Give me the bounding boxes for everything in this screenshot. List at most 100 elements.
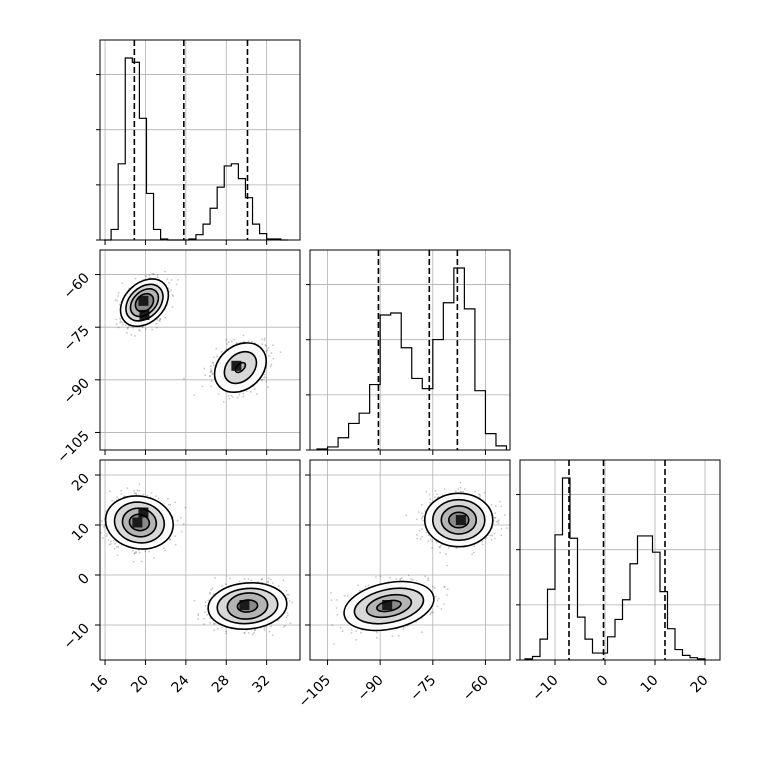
sample-point (439, 551, 441, 554)
density-peak (455, 515, 466, 525)
sample-point (151, 272, 154, 275)
sample-point (263, 376, 266, 379)
sample-point (235, 342, 238, 345)
sample-point (156, 326, 159, 329)
sample-point (118, 303, 121, 306)
sample-point (270, 363, 273, 366)
sample-point (506, 527, 509, 529)
sample-point (282, 579, 285, 582)
sample-point (105, 535, 108, 537)
sample-point (247, 632, 250, 634)
sample-point (419, 538, 422, 541)
sample-point (272, 344, 274, 347)
sample-point (463, 488, 466, 490)
sample-point (245, 390, 248, 392)
sample-point (146, 494, 149, 497)
sample-point (405, 514, 408, 517)
sample-point (159, 318, 162, 321)
sample-point (268, 355, 270, 357)
sample-point (485, 537, 488, 539)
sample-point (247, 340, 250, 343)
histogram-step-0 (104, 57, 288, 241)
sample-point (227, 341, 230, 344)
scatter-panel-1 (99, 459, 301, 661)
histogram-panel-2 (519, 459, 721, 661)
sample-point (115, 546, 118, 548)
contour-0-0-3 (119, 278, 170, 328)
sample-point (331, 624, 334, 626)
sample-point (471, 553, 473, 556)
sample-point (286, 593, 288, 596)
sample-point (209, 374, 212, 377)
sample-point (111, 499, 114, 502)
sample-point (101, 520, 103, 522)
sample-point (228, 397, 231, 400)
sample-point (225, 338, 228, 341)
sample-point (436, 493, 438, 496)
sample-point (445, 553, 447, 556)
sample-point (291, 601, 294, 604)
sample-point (285, 590, 288, 592)
sample-point (151, 329, 154, 331)
sample-point (440, 544, 442, 547)
sample-point (500, 534, 503, 537)
sample-point (254, 388, 256, 390)
sample-point (115, 318, 118, 321)
sample-point (227, 395, 230, 397)
sample-point (459, 481, 462, 484)
sample-point (117, 326, 120, 329)
sample-point (133, 492, 136, 495)
sample-point (286, 612, 289, 614)
sample-point (184, 506, 187, 509)
sample-point (225, 630, 227, 633)
sample-point (167, 504, 170, 506)
contour-0-0-1 (129, 288, 160, 318)
sample-point (271, 634, 274, 637)
sample-point (148, 550, 150, 553)
sample-point (221, 626, 224, 629)
sample-point (169, 503, 172, 506)
sample-point (350, 629, 353, 631)
sample-point (168, 290, 171, 293)
sample-point (249, 391, 252, 393)
sample-point (122, 323, 124, 326)
sample-point (217, 627, 219, 630)
sample-point (265, 344, 267, 347)
sample-point (497, 522, 500, 524)
sample-point (138, 329, 141, 331)
sample-point (133, 552, 136, 555)
sample-point (169, 538, 171, 540)
sample-point (144, 550, 147, 553)
sample-point (174, 543, 177, 546)
sample-point (261, 343, 264, 346)
sample-point (141, 326, 144, 328)
sample-point (126, 327, 129, 330)
sample-point (114, 299, 117, 301)
sample-point (242, 395, 245, 398)
sample-point (209, 591, 211, 594)
sample-point (279, 351, 282, 353)
sample-point (116, 554, 119, 557)
sample-point (106, 532, 108, 535)
sample-point (415, 518, 418, 521)
sample-point (238, 580, 241, 583)
sample-point (503, 514, 506, 516)
sample-point (119, 317, 122, 320)
sample-point (155, 495, 158, 497)
sample-point (443, 488, 446, 490)
sample-point (170, 279, 173, 281)
sample-point (136, 489, 139, 492)
sample-point (176, 519, 179, 522)
sample-point (236, 396, 239, 399)
sample-point (490, 503, 493, 506)
sample-point (421, 535, 423, 538)
sample-point (263, 629, 266, 632)
sample-point (243, 578, 246, 580)
sample-point (207, 599, 210, 602)
sample-point (179, 516, 182, 519)
sample-point (433, 587, 436, 589)
sample-point (109, 540, 112, 543)
sample-point (493, 532, 496, 535)
sample-point (333, 643, 335, 645)
sample-point (197, 613, 200, 615)
